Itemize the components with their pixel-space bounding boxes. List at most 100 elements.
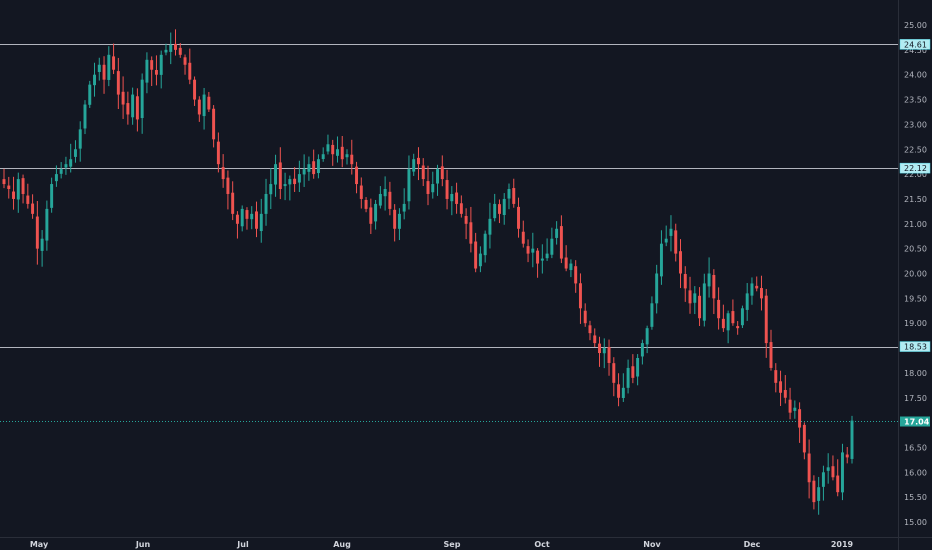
candle [564,245,568,272]
candle-body [721,318,725,329]
candle-body [50,184,54,208]
candle [640,339,644,365]
y-tick-label: 25.00 [904,21,927,30]
candle-body [550,238,554,255]
candle [154,55,158,86]
candle-body [636,357,640,377]
candle-body [269,184,273,195]
candle [112,43,116,75]
y-tick-label: 17.50 [904,394,927,403]
candle [69,143,73,173]
candle-body [83,104,87,129]
candle-body [440,166,444,180]
candle-body [726,313,730,331]
candle-body [178,47,182,55]
y-tick-label: 15.50 [904,493,927,502]
candle [793,400,797,419]
candle-body [355,166,359,185]
y-tick-label: 15.00 [904,518,927,527]
candle [269,168,273,210]
candle-body [731,311,735,324]
candle [231,181,235,221]
x-tick-label: Aug [333,540,351,549]
x-tick-label: Dec [744,540,761,549]
candle [555,221,559,245]
candle [102,56,106,94]
candle-body [745,293,749,310]
candle [216,132,220,173]
candle-body [788,399,792,413]
price-badges: 24.61 22.12 18.53 17.04 [899,39,931,427]
candle [193,76,197,106]
candle-body [255,211,258,229]
candle [664,225,668,247]
candle [574,260,578,293]
candle [12,176,16,210]
candle-body [545,253,549,259]
candle [588,320,592,341]
candle-body [793,407,797,411]
candle-body [750,283,754,296]
candle-body [821,472,825,487]
candle-body [169,44,173,52]
candle [240,205,244,232]
candle-body [336,149,339,156]
candle-body [755,285,759,289]
candle-body [40,238,44,251]
candle-body [645,328,649,345]
candle-body [812,480,816,503]
candle [83,100,87,135]
candle [450,186,454,216]
candle-body [583,310,587,324]
candle [464,208,468,240]
candle [578,273,582,324]
candle-body [783,389,787,398]
candle-body [817,487,821,501]
candle [478,246,482,273]
candle-body [774,370,778,383]
candle-body [93,74,96,86]
last-price-badge: 17.04 [900,416,930,427]
time-axis: May Jun Jul Aug Sep Oct Nov Dec 2019 [30,540,854,549]
candle [45,200,49,251]
candle-body [345,154,349,158]
candle [350,139,354,175]
candle-body [626,367,630,388]
candle [517,197,520,238]
candle-body [607,347,611,363]
candle-body [531,248,535,253]
candles [2,29,854,515]
candle [607,339,611,376]
candle [416,147,420,181]
candle-body [679,251,682,274]
candle [212,105,216,148]
candle-body [459,203,463,214]
x-tick-label: Jul [236,540,249,549]
level-price-badge: 22.12 [899,162,931,174]
candle [788,387,792,420]
y-tick-label: 24.50 [904,46,927,55]
candle [540,244,544,274]
candle [802,422,806,460]
candle [288,175,292,201]
y-tick-label: 23.50 [904,96,927,105]
candle-body [145,59,149,83]
x-tick-label: 2019 [831,540,854,549]
candle-body [326,144,330,152]
candle [283,172,287,201]
candle-body [402,203,406,212]
candle-body [331,144,335,155]
candle-body [540,258,544,261]
candle [388,181,392,216]
candle-body [202,94,206,117]
candle [712,269,716,315]
candle-body [426,181,430,194]
candle [826,453,830,484]
candle [693,286,697,315]
candle [40,230,44,267]
candle-body [507,189,511,199]
candle [202,87,206,130]
candle-body [374,203,378,222]
